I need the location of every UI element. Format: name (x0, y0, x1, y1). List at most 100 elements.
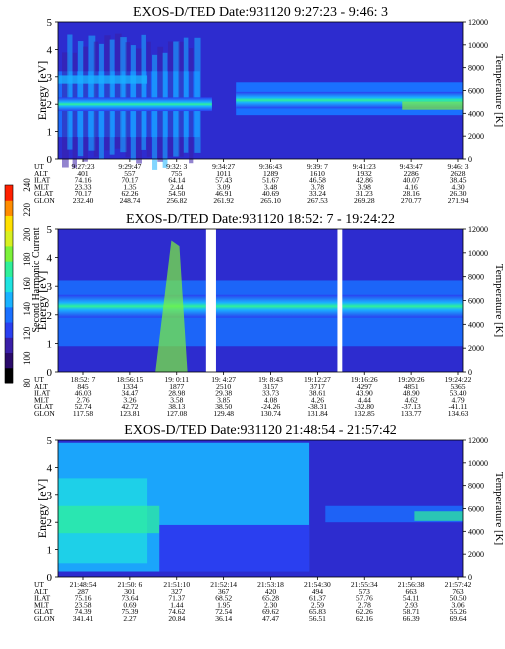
energy-band (58, 505, 160, 534)
energy-band (402, 101, 463, 110)
table-cell: 18:52: 7 (71, 375, 96, 384)
temperature-tick-label: 6000 (468, 87, 484, 96)
temperature-tick-label: 12000 (468, 18, 488, 27)
panel-title: EXOS-D/TED Date:931120 9:27:23 - 9:46: 3 (133, 5, 388, 20)
table-cell: 21:54:30 (304, 580, 331, 589)
table-cell: 62.26 (121, 189, 138, 198)
table-cell: 74.16 (75, 176, 92, 185)
table-cell: 58.71 (403, 607, 420, 616)
table-cell: 2.44 (170, 182, 183, 191)
table-cell: 71.37 (168, 594, 185, 603)
table-cell: 65.28 (262, 594, 279, 603)
table-row-label: ALT (34, 382, 48, 391)
table-cell: 133.77 (401, 409, 422, 418)
table-cell: 2628 (451, 169, 466, 178)
table-cell: 271.94 (448, 196, 469, 205)
spectrum-stripe (141, 34, 146, 150)
table-cell: 20.84 (168, 614, 185, 623)
table-cell: 18:56:15 (117, 375, 144, 384)
table-cell: 66.39 (403, 614, 420, 623)
temperature-axis-label: Temperature [K] (493, 54, 505, 127)
table-cell: -24.26 (261, 402, 281, 411)
table-cell: 43.90 (356, 389, 373, 398)
table-cell: 19:12:27 (304, 375, 331, 384)
temperature-tick-label: 10000 (468, 249, 488, 258)
spectrum-stripe (194, 37, 201, 153)
y-tick-label: 3 (47, 281, 53, 293)
panel-1: EXOS-D/TED Date:931120 9:27:23 - 9:46: 3… (34, 5, 505, 205)
temperature-tick-label: 8000 (468, 64, 484, 73)
colorbar-cell (5, 306, 13, 323)
table-cell: 42.86 (356, 176, 373, 185)
table-row-label: GLON (34, 409, 55, 418)
colorbar-tick-label: 100 (22, 351, 32, 365)
table-cell: 3.98 (358, 182, 371, 191)
table-cell: 3.78 (311, 182, 324, 191)
table-cell: 341.41 (73, 614, 94, 623)
table-cell: 130.74 (260, 409, 281, 418)
table-cell: 75.39 (121, 607, 138, 616)
table-cell: 3717 (310, 382, 325, 391)
temperature-tick-label: 8000 (468, 273, 484, 282)
data-gap (205, 229, 216, 372)
table-cell: 21:51:10 (163, 580, 190, 589)
spectrum-stripe (120, 37, 127, 153)
table-cell: 494 (312, 587, 324, 596)
table-cell: 132.85 (354, 409, 375, 418)
temperature-tick-label: 6000 (468, 505, 484, 514)
table-cell: 9:43:47 (400, 162, 423, 171)
colorbar-cell (5, 215, 13, 232)
energy-band (414, 511, 463, 521)
table-cell: 3.06 (451, 600, 464, 609)
y-tick-label: 3 (47, 490, 53, 502)
y-tick-label: 4 (47, 44, 53, 56)
y-tick-label: 4 (47, 462, 53, 474)
colorbar-cell (5, 200, 13, 216)
colorbar-cell (5, 291, 13, 308)
temperature-tick-label: 0 (468, 368, 472, 377)
table-cell: 123.81 (120, 409, 141, 418)
table-cell: 845 (77, 382, 89, 391)
table-cell: 134.63 (448, 409, 469, 418)
table-cell: 46.58 (309, 176, 326, 185)
table-row-label: ILAT (34, 389, 51, 398)
table-cell: 127.08 (166, 409, 187, 418)
table-row-label: MLT (34, 182, 50, 191)
y-tick-label: 3 (47, 72, 53, 84)
table-cell: 267.53 (307, 196, 328, 205)
table-row-label: GLAT (34, 189, 54, 198)
table-cell: 1610 (310, 169, 325, 178)
table-row-label: UT (34, 580, 44, 589)
colorbar-tick-label: 180 (22, 252, 32, 266)
table-cell: 46.03 (75, 389, 92, 398)
colorbar-tick-label: 120 (22, 326, 32, 340)
table-cell: 3.85 (217, 395, 230, 404)
table-cell: 9:27:23 (72, 162, 95, 171)
table-cell: 1289 (263, 169, 278, 178)
table-cell: 270.77 (401, 196, 422, 205)
table-row-label: GLON (34, 614, 55, 623)
table-cell: 4.62 (405, 395, 418, 404)
table-cell: 2.27 (123, 614, 136, 623)
table-cell: -38.31 (308, 402, 328, 411)
y-tick-label: 2 (47, 99, 53, 111)
y-tick-label: 1 (47, 338, 53, 350)
colorbar-tick-label: 240 (22, 178, 32, 192)
table-cell: 9:46: 3 (447, 162, 468, 171)
table-row-label: ALT (34, 587, 48, 596)
colorbar-cell (5, 245, 13, 262)
temperature-axis-label: Temperature [K] (493, 264, 505, 337)
table-row-label: GLON (34, 196, 55, 205)
colorbar-frame (4, 184, 14, 384)
table-cell: 1.95 (217, 600, 230, 609)
colorbar-cell (5, 276, 13, 293)
table-cell: 131.84 (307, 409, 328, 418)
table-cell: 46.91 (215, 189, 232, 198)
table-row-label: ILAT (34, 594, 51, 603)
table-cell: 4.26 (311, 395, 324, 404)
table-cell: 557 (124, 169, 136, 178)
table-cell: 4851 (404, 382, 419, 391)
table-cell: 2.76 (76, 395, 89, 404)
table-cell: 42.72 (121, 402, 138, 411)
